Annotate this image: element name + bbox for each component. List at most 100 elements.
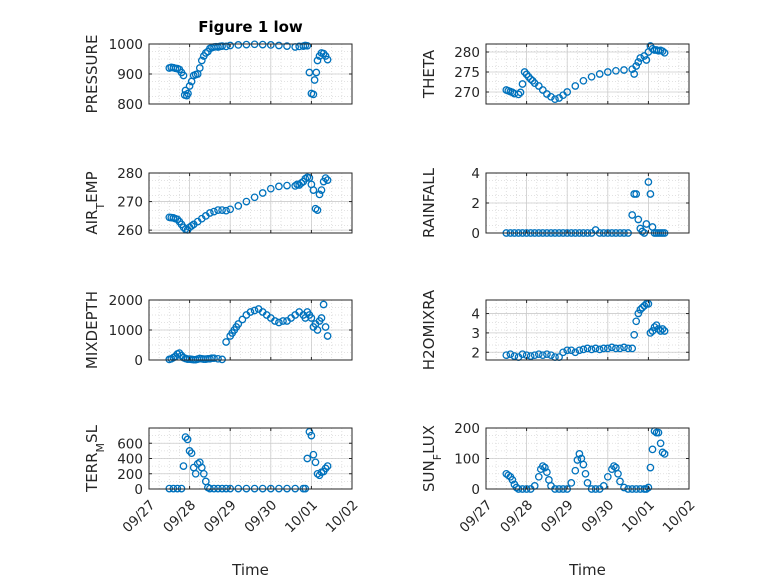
data-point <box>608 343 616 352</box>
data-point <box>559 348 567 357</box>
x-tick-label: 09/29 <box>201 497 240 536</box>
data-point <box>603 344 612 353</box>
data-point <box>571 348 580 357</box>
x-tick-label: 10/02 <box>660 497 699 536</box>
x-tick-label: 09/28 <box>497 497 536 536</box>
data-point <box>595 345 604 354</box>
data-point <box>575 450 584 458</box>
data-point <box>541 463 549 472</box>
y-tick-label: 1000 <box>109 323 143 339</box>
data-point <box>317 186 326 194</box>
y-tick-label: 4 <box>471 307 480 323</box>
subplot-theta: 270 275 280 THETA <box>420 42 690 105</box>
data-point <box>275 41 283 50</box>
data-point <box>650 323 659 331</box>
data-point <box>530 351 539 360</box>
data-point <box>301 174 310 183</box>
data-point <box>644 483 653 492</box>
data-point <box>632 317 641 326</box>
x-tick-label: 09/30 <box>578 497 617 536</box>
data-point <box>620 343 628 352</box>
data-point <box>644 178 653 186</box>
data-point <box>321 323 330 331</box>
y-tick-label: 1000 <box>109 37 143 53</box>
data-point <box>506 350 515 359</box>
data-point <box>311 458 320 467</box>
data-point <box>173 215 182 224</box>
data-point <box>195 64 204 72</box>
data-point <box>234 202 243 210</box>
data-point <box>197 56 206 65</box>
data-point <box>185 82 194 90</box>
subplot-h2omixra: 2 3 4 H2OMIXRA <box>420 289 690 370</box>
data-point <box>563 88 572 96</box>
data-point <box>534 472 543 481</box>
data-point <box>612 344 620 353</box>
x-tick-label: 09/27 <box>120 497 159 536</box>
data-point <box>242 40 251 49</box>
data-point <box>313 56 322 65</box>
data-point <box>311 204 320 213</box>
data-point <box>599 344 608 353</box>
y-tick-label: 0 <box>471 482 480 498</box>
data-point <box>181 433 190 441</box>
data-point <box>307 314 316 322</box>
data-point <box>616 344 624 353</box>
y-axis-label: SUNFLUX <box>420 425 444 492</box>
data-point <box>543 468 551 477</box>
y-tick-label: 100 <box>454 452 480 468</box>
x-tick-label: 09/29 <box>538 497 577 536</box>
data-point <box>583 479 592 487</box>
data-point <box>275 182 283 191</box>
chart-title: Figure 1 low <box>198 18 303 36</box>
data-point <box>575 346 584 355</box>
data-point <box>317 314 326 322</box>
y-tick-label: 200 <box>454 421 480 437</box>
data-point <box>234 41 243 49</box>
data-point <box>581 469 590 478</box>
y-tick-label: 0 <box>134 353 143 369</box>
x-tick-label: 09/30 <box>241 497 280 536</box>
subplot-pressure: 800 900 1000 PRESSURE Figure 1 low <box>83 18 353 113</box>
data-point <box>547 92 555 101</box>
data-point <box>514 90 523 99</box>
data-point <box>612 66 620 75</box>
data-point <box>234 320 243 328</box>
data-point <box>646 190 655 198</box>
data-point <box>538 86 547 94</box>
data-point <box>583 344 592 353</box>
data-point <box>305 427 314 436</box>
data-point <box>258 40 267 49</box>
data-point <box>305 174 314 182</box>
data-point <box>218 42 226 50</box>
y-tick-label: 0 <box>471 226 480 242</box>
data-point <box>518 350 527 359</box>
y-tick-label: 0 <box>134 482 143 498</box>
data-point <box>534 82 543 90</box>
y-axis-label: THETA <box>420 49 438 99</box>
x-tick-label: 10/01 <box>619 497 658 536</box>
data-point <box>543 350 551 359</box>
data-point <box>658 448 667 457</box>
data-point <box>323 176 332 184</box>
data-point <box>297 179 306 187</box>
data-point <box>250 193 259 202</box>
data-point <box>628 211 637 219</box>
data-point <box>214 206 222 214</box>
y-axis-label: RAINFALL <box>420 167 438 238</box>
data-point <box>571 82 580 90</box>
data-point <box>303 41 312 50</box>
data-point <box>199 469 208 478</box>
data-point <box>658 47 667 56</box>
data-point <box>222 42 230 51</box>
data-point <box>616 477 624 486</box>
data-point <box>632 190 641 198</box>
y-tick-label: 260 <box>117 223 143 239</box>
data-point <box>660 48 669 57</box>
data-point <box>275 318 283 327</box>
data-point <box>638 227 647 236</box>
data-point <box>634 58 643 66</box>
y-tick-label: 280 <box>454 45 480 61</box>
data-point <box>179 462 188 470</box>
